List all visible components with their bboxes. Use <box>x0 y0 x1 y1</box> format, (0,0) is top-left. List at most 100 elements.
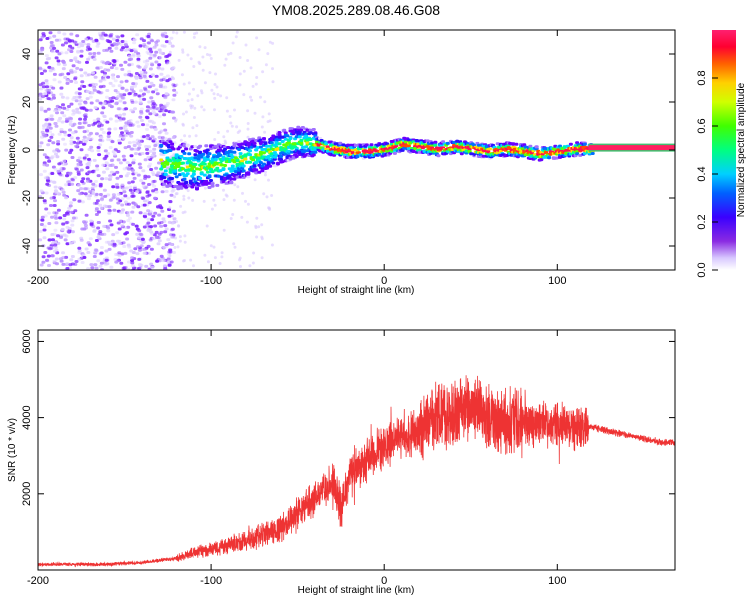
spectrogram-noise-pixel <box>51 165 56 169</box>
spectrogram-noise-pixel <box>93 121 97 125</box>
spectrogram-noise-pixel <box>130 261 135 265</box>
spectrogram-noise-pixel <box>74 99 79 103</box>
spectrogram-noise-pixel <box>103 194 108 198</box>
spectrogram-noise-pixel <box>254 82 258 86</box>
spectrogram-signal-pixel <box>210 184 215 188</box>
spectrogram-noise-pixel <box>134 171 138 175</box>
spectrogram-noise-pixel <box>148 119 152 123</box>
spectrogram-noise-pixel <box>176 245 180 249</box>
spectrogram-noise-pixel <box>138 263 142 267</box>
spectrogram-signal-pixel <box>523 145 528 149</box>
spectrogram-noise-pixel <box>79 74 84 78</box>
spectrogram-noise-pixel <box>41 260 46 264</box>
spectrogram-noise-pixel <box>120 197 125 201</box>
spectrogram-noise-pixel <box>77 121 82 125</box>
spectrogram-noise-pixel <box>78 140 83 144</box>
spectrogram-noise-pixel <box>60 95 65 99</box>
spectrogram-signal-pixel <box>210 170 215 174</box>
spectrogram-signal-pixel <box>207 186 212 189</box>
spectrogram-noise-pixel <box>136 64 141 68</box>
spectrogram-noise-pixel <box>61 167 66 171</box>
spectrogram-noise-pixel <box>96 42 101 46</box>
spectrogram-noise-pixel <box>70 177 75 181</box>
spectrogram-noise-pixel <box>43 69 47 73</box>
spectrogram-signal-pixel <box>223 164 227 167</box>
spectrogram-noise-pixel <box>44 118 49 122</box>
spectrogram-noise-pixel <box>205 53 209 56</box>
spectrogram-noise-pixel <box>142 60 147 64</box>
spectrogram-noise-pixel <box>116 259 120 263</box>
spectrogram-noise-pixel <box>88 95 93 99</box>
spectrogram-noise-pixel <box>66 230 71 233</box>
spectrogram-noise-pixel <box>56 59 61 63</box>
spectrogram-noise-pixel <box>62 106 67 110</box>
spectrogram-noise-pixel <box>48 31 53 35</box>
spectrogram-noise-pixel <box>96 51 101 55</box>
spectrogram-noise-pixel <box>79 148 84 152</box>
spectrogram-noise-pixel <box>92 229 97 233</box>
spectrogram-signal-pixel <box>233 170 238 174</box>
spectrogram-noise-pixel <box>192 35 196 39</box>
spectrogram-noise-pixel <box>157 232 162 236</box>
spectrogram-noise-pixel <box>108 198 113 202</box>
spectrogram-noise-pixel <box>145 127 149 131</box>
spectrogram-signal-pixel <box>238 175 243 179</box>
spectrogram-noise-pixel <box>235 125 239 129</box>
spectrogram-noise-pixel <box>89 145 94 149</box>
spectrogram-noise-pixel <box>60 111 65 115</box>
spectrogram-noise-pixel <box>183 210 187 214</box>
spectrogram-noise-pixel <box>138 115 143 119</box>
spectrogram-noise-pixel <box>154 190 159 194</box>
spectrogram-noise-pixel <box>145 123 150 127</box>
spectrogram-noise-pixel <box>86 197 91 201</box>
spectrogram-noise-pixel <box>229 51 233 55</box>
spectrogram-signal-pixel <box>590 152 595 155</box>
spectrogram-signal-pixel <box>319 139 324 142</box>
spectrogram-signal-pixel <box>304 145 309 149</box>
spectrogram-noise-pixel <box>262 192 266 196</box>
spectrogram-noise-pixel <box>213 138 217 141</box>
spectrogram-signal-pixel <box>411 150 416 153</box>
spectrogram-noise-pixel <box>142 97 147 101</box>
spectrogram-signal-pixel <box>288 137 293 140</box>
spectrogram-y-tick-label: 40 <box>21 48 33 60</box>
spectrogram-noise-pixel <box>45 182 50 186</box>
spectrogram-noise-pixel <box>182 194 186 198</box>
spectrogram-noise-pixel <box>238 256 242 260</box>
spectrogram-signal-pixel <box>218 169 223 173</box>
spectrogram-noise-pixel <box>61 190 66 194</box>
spectrogram-noise-pixel <box>233 183 237 187</box>
spectrogram-noise-pixel <box>225 109 229 113</box>
spectrogram-noise-pixel <box>147 193 152 197</box>
spectrogram-signal-pixel <box>483 149 488 153</box>
spectrogram-signal-pixel <box>313 146 318 150</box>
spectrogram-noise-pixel <box>126 219 131 223</box>
spectrogram-noise-pixel <box>119 80 124 84</box>
spectrogram-noise-pixel <box>85 60 89 64</box>
spectrogram-signal-pixel <box>212 155 217 159</box>
spectrogram-noise-pixel <box>54 56 59 60</box>
spectrogram-noise-pixel <box>112 242 117 246</box>
spectrogram-noise-pixel <box>127 163 132 167</box>
spectrogram-noise-pixel <box>94 192 99 196</box>
spectrogram-noise-pixel <box>95 99 100 103</box>
spectrogram-noise-pixel <box>271 41 275 45</box>
spectrogram-noise-pixel <box>138 100 143 104</box>
spectrogram-noise-pixel <box>106 138 111 142</box>
spectrogram-noise-pixel <box>162 122 166 126</box>
spectrogram-noise-pixel <box>263 130 267 134</box>
spectrogram-noise-pixel <box>39 173 43 177</box>
spectrogram-noise-pixel <box>52 180 57 184</box>
spectrogram-noise-pixel <box>132 38 137 42</box>
spectrogram-noise-pixel <box>246 202 250 206</box>
spectrogram-noise-pixel <box>97 210 101 214</box>
spectrogram-noise-pixel <box>54 152 58 156</box>
spectrogram-noise-pixel <box>60 120 65 124</box>
spectrogram-noise-pixel <box>47 122 52 126</box>
spectrogram-signal-pixel <box>248 153 252 157</box>
spectrogram-noise-pixel <box>122 267 127 270</box>
spectrogram-noise-pixel <box>146 217 151 221</box>
spectrogram-signal-pixel <box>215 183 220 187</box>
spectrogram-noise-pixel <box>80 180 85 183</box>
spectrogram-noise-pixel <box>46 97 51 101</box>
